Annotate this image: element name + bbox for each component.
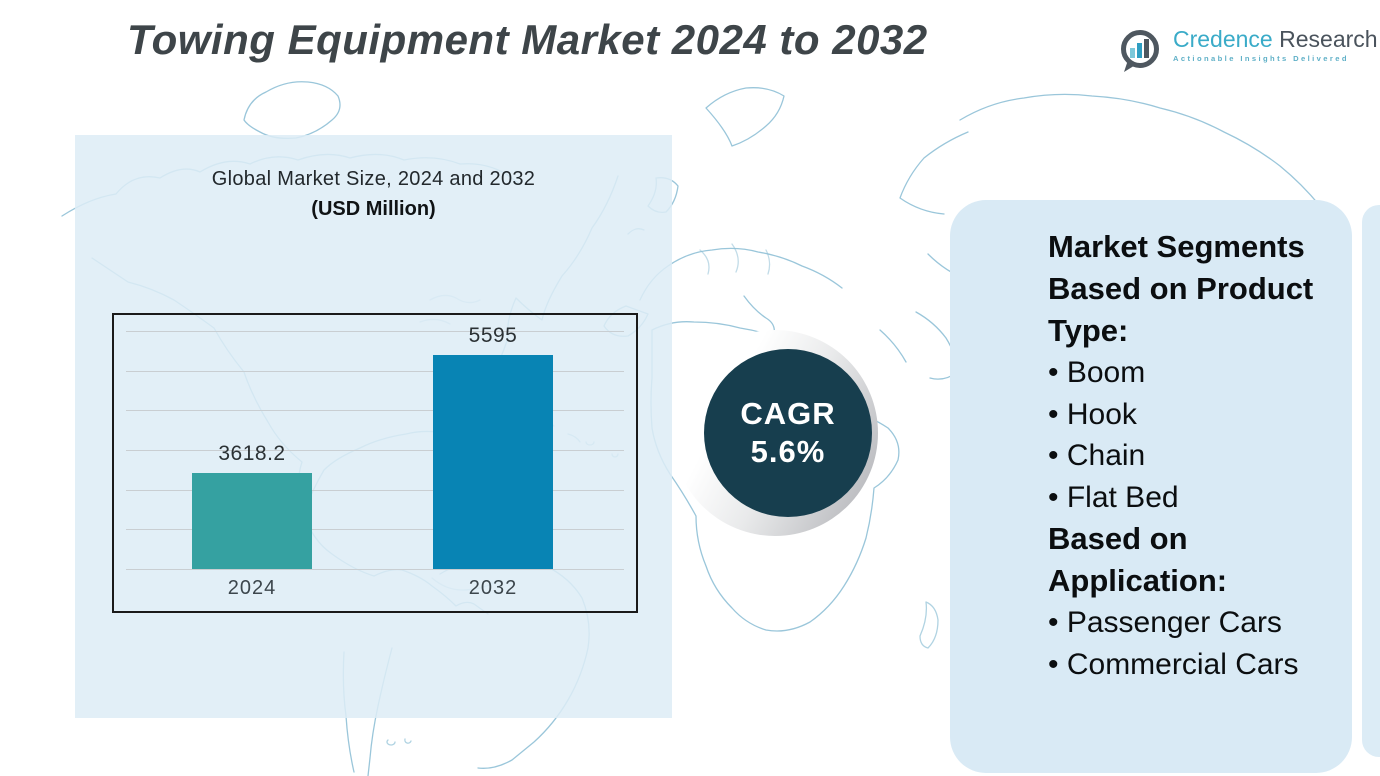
- segment-item: • Hook: [1048, 397, 1137, 431]
- gridline: [126, 489, 624, 491]
- chart-plot-area: 3618.2 5595: [126, 324, 624, 570]
- segments-heading-product: Market Segments Based on Product Type:: [1048, 229, 1314, 349]
- chart-subtitle: (USD Million): [311, 198, 436, 220]
- segment-item: • Flat Bed: [1048, 480, 1179, 514]
- bar-value-label-2032: 5595: [468, 324, 518, 347]
- segment-item: • Chain: [1048, 439, 1146, 473]
- page-title: Towing Equipment Market 2024 to 2032: [127, 16, 928, 63]
- bar-2024: [192, 473, 312, 569]
- product-type-list: • Boom • Hook • Chain • Flat Bed: [1048, 352, 1300, 518]
- gridline: [126, 450, 624, 451]
- gridline: [126, 529, 624, 531]
- gridline: [126, 410, 624, 412]
- bar-2032: [433, 355, 553, 569]
- segment-item: • Passenger Cars: [1048, 606, 1282, 640]
- chart-background-panel: [75, 135, 672, 718]
- chart-title-block: Global Market Size, 2024 and 2032 (USD M…: [75, 168, 672, 221]
- brand-name-primary: Credence: [1173, 26, 1273, 52]
- segments-heading-application: Based on Application:: [1048, 521, 1228, 599]
- bar-value-label-2024: 3618.2: [218, 442, 286, 465]
- right-edge-strip: [1362, 205, 1380, 757]
- market-segments-panel: Market Segments Based on Product Type: •…: [950, 200, 1352, 773]
- chart-title: Global Market Size, 2024 and 2032: [211, 168, 536, 190]
- brand-tagline: Actionable Insights Delivered: [1173, 54, 1349, 64]
- gridline: [126, 370, 624, 372]
- segment-item: • Commercial Cars: [1048, 647, 1299, 681]
- brand-name-secondary: Research: [1279, 26, 1378, 52]
- bar-group-2032: 5595: [433, 324, 553, 569]
- gridline: [126, 331, 624, 332]
- segment-item: • Boom: [1048, 356, 1146, 390]
- gridline: [126, 569, 624, 570]
- x-axis-label-2024: 2024: [227, 577, 277, 599]
- cagr-value: 5.6%: [750, 434, 826, 469]
- cagr-label: CAGR: [740, 396, 836, 432]
- application-list: • Passenger Cars • Commercial Cars: [1048, 602, 1300, 685]
- bar-group-2024: 3618.2: [192, 442, 312, 569]
- brand-logo-text: Credence Research Actionable Insights De…: [1173, 27, 1378, 63]
- bar-chart: 3618.2 5595 2024 2032: [112, 313, 638, 613]
- cagr-badge: CAGR 5.6%: [704, 349, 872, 517]
- brand-logo-icon: [1121, 30, 1159, 72]
- x-axis-label-2032: 2032: [468, 577, 518, 599]
- brand-name: Credence Research: [1173, 27, 1378, 51]
- brand-logo: Credence Research Actionable Insights De…: [1116, 27, 1378, 75]
